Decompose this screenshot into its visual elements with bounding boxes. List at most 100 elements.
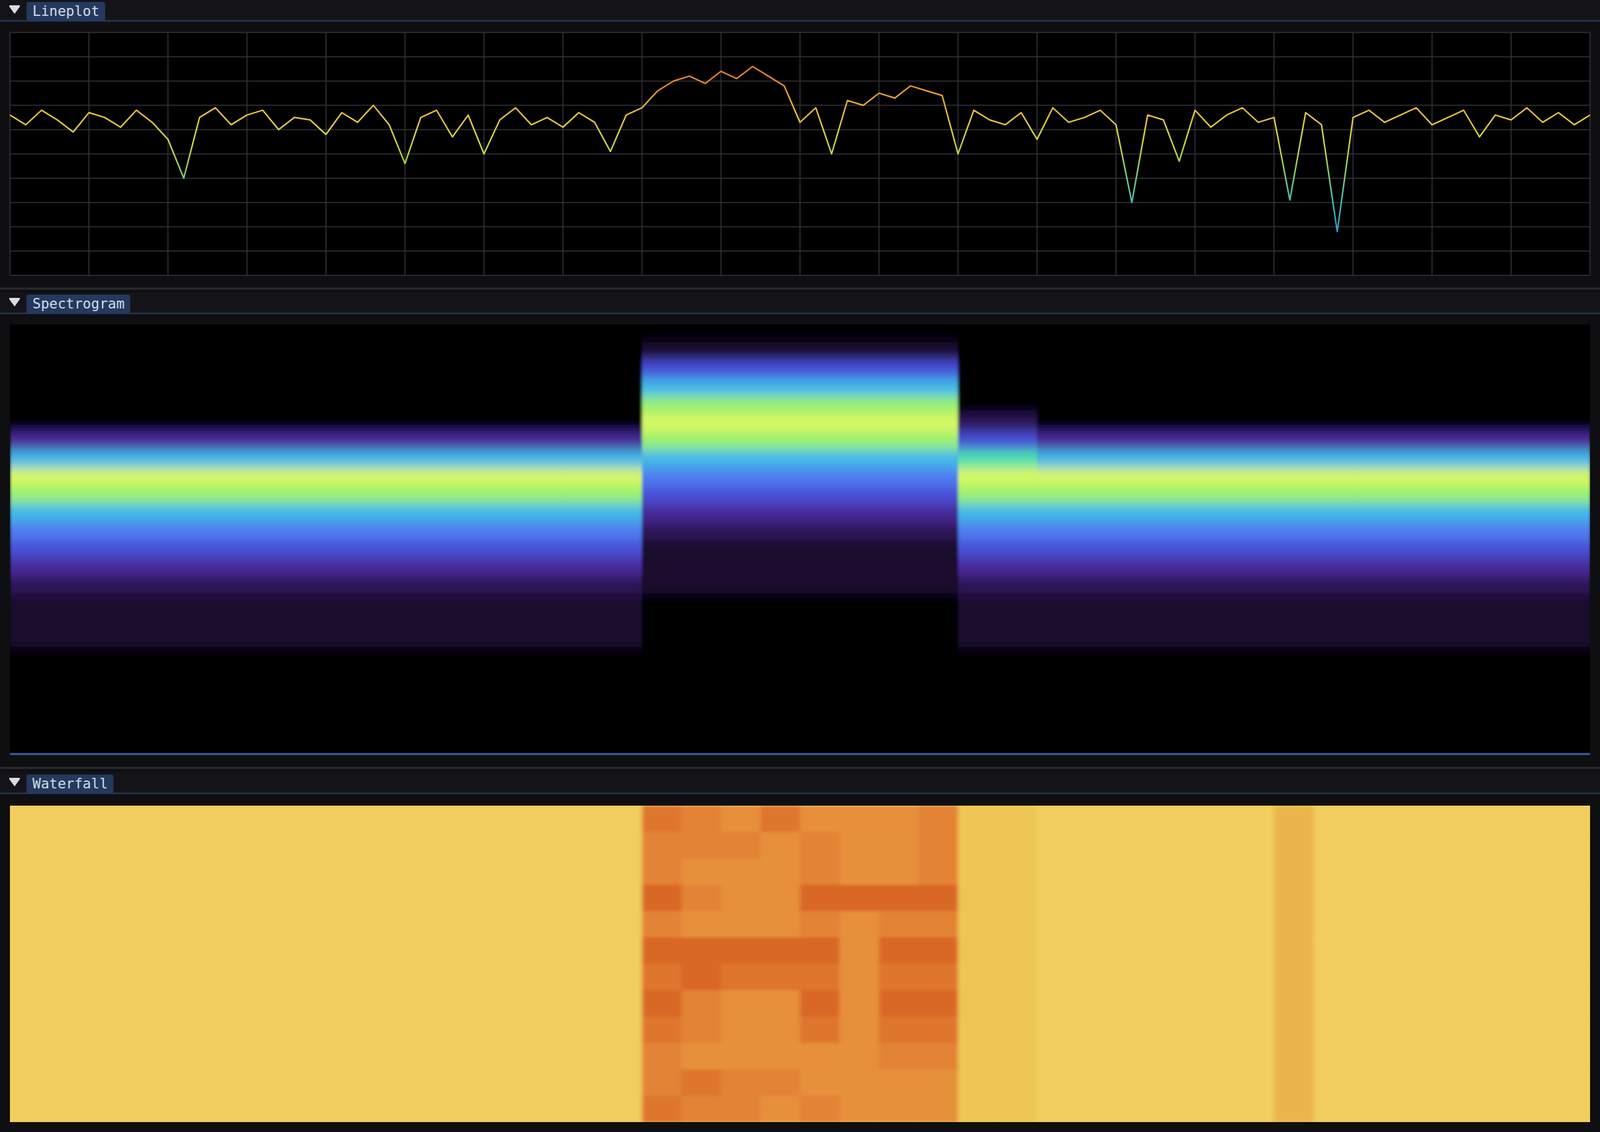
heatmap-cell bbox=[1195, 701, 1275, 720]
heatmap-cell bbox=[1155, 1043, 1196, 1071]
heatmap-cell bbox=[207, 1043, 248, 1071]
heatmap-cell bbox=[405, 360, 485, 379]
heatmap-cell bbox=[9, 964, 50, 992]
plot-area bbox=[9, 324, 1591, 755]
heatmap-cell bbox=[878, 647, 959, 667]
heatmap-cell bbox=[9, 832, 50, 860]
heatmap-cell bbox=[88, 858, 129, 887]
heatmap-cell bbox=[1431, 737, 1512, 755]
heatmap-cell bbox=[681, 1096, 722, 1123]
heatmap-cell bbox=[88, 937, 129, 965]
heatmap-cell bbox=[839, 858, 880, 887]
heatmap-cell bbox=[1115, 593, 1196, 612]
heatmap-cell bbox=[128, 1017, 169, 1045]
heatmap-cell bbox=[1511, 647, 1591, 667]
heatmap-cell bbox=[760, 858, 800, 887]
heatmap-cell bbox=[641, 521, 722, 541]
plot-area bbox=[9, 805, 1591, 1123]
heatmap-cell bbox=[1115, 503, 1196, 523]
collapse-arrow[interactable] bbox=[9, 6, 20, 14]
heatmap-cell bbox=[484, 396, 564, 415]
heatmap-cell bbox=[523, 1043, 563, 1071]
heatmap-cell bbox=[1511, 413, 1591, 433]
heatmap-cell bbox=[484, 629, 564, 648]
heatmap-cell bbox=[1195, 665, 1275, 685]
heatmap-cell bbox=[325, 911, 366, 939]
heatmap-cell bbox=[247, 885, 287, 913]
heatmap-cell bbox=[1274, 1017, 1314, 1045]
heatmap-cell bbox=[760, 805, 800, 834]
heatmap-cell bbox=[444, 832, 485, 860]
heatmap-cell bbox=[1511, 450, 1591, 469]
heatmap-cell bbox=[1550, 858, 1591, 887]
heatmap-cell bbox=[88, 719, 169, 738]
heatmap-cell bbox=[88, 539, 169, 559]
heatmap-cell bbox=[1352, 990, 1393, 1018]
heatmap-cell bbox=[88, 885, 129, 913]
heatmap-cell bbox=[88, 701, 169, 720]
heatmap-cell bbox=[641, 324, 722, 344]
heatmap-cell bbox=[1037, 832, 1077, 860]
heatmap-cell bbox=[1076, 990, 1117, 1018]
heatmap-cell bbox=[325, 737, 406, 755]
heatmap-cell bbox=[1352, 832, 1393, 860]
heatmap-cell bbox=[878, 805, 919, 834]
heatmap-cell bbox=[168, 378, 248, 397]
heatmap-cell bbox=[286, 1043, 327, 1071]
heatmap-cell bbox=[958, 629, 1038, 648]
heatmap-cell bbox=[1431, 1043, 1472, 1071]
heatmap-cell bbox=[958, 432, 1038, 451]
heatmap-cell bbox=[1431, 858, 1472, 887]
grid-line bbox=[9, 104, 1591, 106]
heatmap-cell bbox=[1274, 468, 1354, 487]
panel-tab[interactable] bbox=[26, 774, 114, 794]
heatmap-cell bbox=[1511, 521, 1591, 541]
heatmap-cell bbox=[562, 1069, 603, 1097]
heatmap-cell bbox=[1195, 1017, 1236, 1045]
heatmap-cell bbox=[1115, 937, 1156, 965]
heatmap-cell bbox=[168, 468, 248, 487]
heatmap-cell bbox=[1511, 1043, 1551, 1071]
heatmap-cell bbox=[641, 342, 722, 361]
heatmap-cell bbox=[562, 593, 643, 612]
heatmap-cell bbox=[247, 521, 327, 541]
heatmap-cell bbox=[681, 885, 722, 913]
heatmap-cell bbox=[484, 832, 524, 860]
heatmap-cell bbox=[878, 378, 959, 397]
collapse-arrow[interactable] bbox=[9, 299, 20, 307]
panel-separator bbox=[0, 767, 1600, 770]
heatmap-cell bbox=[562, 342, 643, 361]
heatmap-cell bbox=[562, 413, 643, 433]
heatmap-cell bbox=[168, 1069, 208, 1097]
heatmap-cell bbox=[247, 432, 327, 451]
heatmap-cell bbox=[1511, 611, 1591, 630]
heatmap-cell bbox=[878, 937, 919, 965]
heatmap-cell bbox=[602, 885, 643, 913]
heatmap-cell bbox=[207, 990, 248, 1018]
heatmap-cell bbox=[1195, 503, 1275, 523]
panel-tab[interactable] bbox=[26, 1, 106, 21]
heatmap-cell bbox=[1155, 805, 1196, 834]
heatmap-cell bbox=[602, 832, 643, 860]
panel-tab[interactable] bbox=[26, 294, 131, 314]
heatmap-cell bbox=[9, 1043, 50, 1071]
heatmap-cell bbox=[1234, 1017, 1275, 1045]
heatmap-cell bbox=[918, 885, 959, 913]
heatmap-cell bbox=[641, 990, 682, 1018]
heatmap-cell bbox=[168, 413, 248, 433]
heatmap-cell bbox=[641, 593, 722, 612]
heatmap-cells bbox=[9, 324, 1591, 755]
heatmap-cell bbox=[9, 805, 50, 834]
heatmap-cell bbox=[958, 557, 1038, 577]
heatmap-cell bbox=[1234, 885, 1275, 913]
heatmap-cell bbox=[325, 1069, 366, 1097]
app-window: LineplotSpectrogramWaterfall bbox=[0, 0, 1600, 1132]
heatmap-cell bbox=[1511, 937, 1551, 965]
heatmap-cell bbox=[484, 575, 564, 595]
heatmap-cell bbox=[286, 911, 327, 939]
heatmap-cell bbox=[484, 360, 564, 379]
collapse-arrow[interactable] bbox=[9, 779, 20, 787]
heatmap-cell bbox=[1511, 539, 1591, 559]
heatmap-cell bbox=[405, 378, 485, 397]
heatmap-cell bbox=[523, 937, 563, 965]
